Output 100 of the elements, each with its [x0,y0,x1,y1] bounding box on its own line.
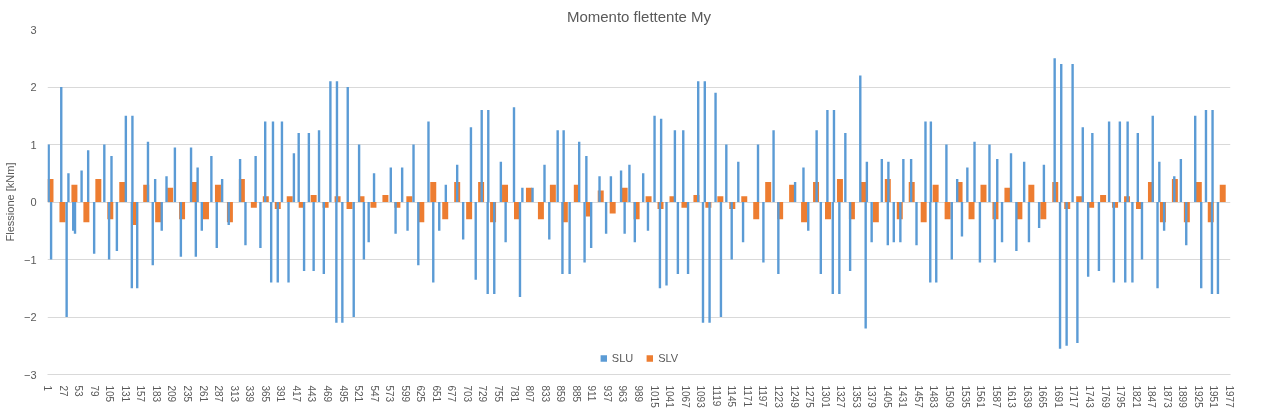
bar [1040,202,1047,220]
x-tick-label: 313 [228,385,240,403]
bar [1053,58,1056,202]
bar [1065,202,1068,346]
x-tick-label: 521 [353,385,365,403]
bar [762,202,765,263]
x-tick-label: 885 [570,385,582,403]
bar [95,179,102,202]
bar [1131,202,1134,283]
bar [346,202,353,209]
bar [826,110,829,202]
bar [815,130,818,202]
x-tick-label: 963 [617,385,629,403]
bar [341,202,344,323]
x-tick-label: 1275 [804,385,816,409]
x-tick-label: 1223 [772,385,784,409]
x-tick-label: 859 [555,385,567,403]
bar [155,202,162,223]
x-tick-label: 1301 [819,385,831,409]
bar [1076,196,1083,202]
x-tick-label: 469 [322,385,333,403]
bar [802,167,805,202]
bar [203,202,209,220]
x-tick-label: 1015 [648,385,660,409]
y-tick-label: −2 [23,311,37,323]
x-tick-label: 1535 [959,385,971,409]
x-tick-label: 157 [135,385,147,403]
bar [502,184,509,202]
bar [1028,184,1035,202]
x-tick-label: 755 [493,385,505,403]
bar [825,202,831,220]
bar [556,130,559,202]
bar [645,196,652,202]
y-tick-label: 1 [30,138,37,151]
x-tick-label: 1093 [695,385,707,409]
bar [1219,184,1226,202]
x-tick-label: 1769 [1099,385,1111,409]
x-tick-label: 911 [586,385,598,402]
x-tick-label: 105 [104,385,116,403]
x-tick-label: 1561 [975,385,987,409]
x-tick-label: 1405 [881,385,893,409]
bar [214,184,221,202]
bar [772,130,775,202]
bar [537,202,544,220]
bar [1071,64,1074,202]
bar [753,202,760,220]
bar [1076,202,1079,343]
x-tick-label: 1847 [1146,385,1158,409]
bar [915,202,918,246]
bar [310,195,317,202]
bar [741,196,748,202]
bar [801,202,808,223]
bar [549,184,556,202]
x-tick-label: 1977 [1223,385,1235,409]
bar [543,164,546,202]
bar [568,202,571,274]
bar [83,202,90,223]
x-tick-label: 651 [430,385,442,403]
bar [286,196,293,202]
bar [165,176,168,202]
bar [297,133,300,202]
bar [653,115,656,202]
x-tick-label: 1145 [726,385,738,408]
bar [836,179,843,202]
bar [71,184,78,202]
x-tick-label: 833 [539,385,551,403]
bar [417,202,420,266]
y-tick-label: −3 [23,368,37,381]
bar [932,184,939,202]
x-tick-label: 495 [337,385,349,403]
y-tick-label: 2 [30,81,37,93]
bar [394,202,397,234]
x-tick-label: 339 [244,385,256,403]
bar [665,202,668,286]
bar [254,156,257,202]
x-tick-label: 209 [166,385,178,403]
bar [1195,181,1202,202]
bar [406,196,413,202]
x-tick-label: 417 [290,385,302,403]
bar [521,187,524,202]
x-tick-label: 1249 [788,385,800,409]
x-tick-label: 1951 [1208,385,1220,409]
x-tick-label: 1717 [1068,385,1080,409]
bar [1126,121,1129,202]
bar [259,202,262,248]
x-tick-label: 703 [461,385,473,403]
chart-title: Momento flettente My [566,7,712,25]
x-tick-label: 1457 [912,385,924,409]
x-tick-label: 1821 [1130,385,1142,409]
x-tick-label: 989 [633,385,644,403]
x-tick-label: 131 [119,385,131,403]
x-tick-label: 1665 [1037,385,1049,409]
x-tick-label: 781 [508,385,520,403]
bar [110,156,113,202]
bar [681,202,688,208]
bar [382,195,389,202]
x-tick-label: 1379 [866,385,878,409]
x-tick-label: 573 [384,385,396,403]
bar [312,202,315,271]
bar [609,202,616,214]
